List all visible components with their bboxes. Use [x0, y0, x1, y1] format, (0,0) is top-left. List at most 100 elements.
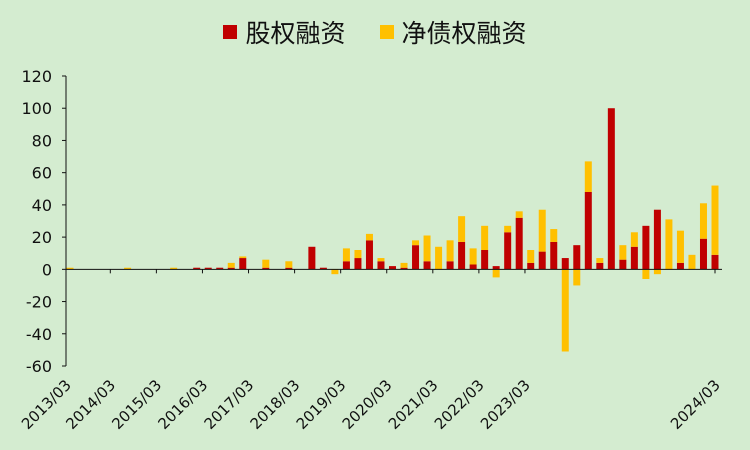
bar-debt: [550, 229, 558, 242]
x-tick-label: 2020/03: [339, 376, 396, 433]
bar-equity: [561, 258, 569, 270]
bar-equity: [550, 241, 558, 270]
bar-debt: [412, 240, 420, 246]
bar-debt: [262, 259, 270, 268]
bar-debt: [285, 261, 293, 268]
x-tick-label: 2015/03: [108, 376, 165, 433]
bar-debt: [331, 269, 339, 275]
bar-debt: [584, 161, 592, 192]
bar-debt: [492, 269, 500, 278]
bar-debt: [538, 209, 546, 252]
bar-equity: [377, 261, 385, 270]
y-tick-label: -40: [26, 325, 52, 344]
bar-equity: [423, 261, 431, 270]
bar-equity: [596, 262, 604, 270]
bar-debt: [377, 258, 385, 262]
bar-equity: [204, 267, 212, 270]
bar-equity: [262, 267, 270, 270]
bar-equity: [458, 241, 466, 270]
x-tick-label: 2014/03: [62, 376, 119, 433]
x-tick-label: 2022/03: [431, 376, 488, 433]
y-tick-label: -60: [26, 357, 52, 376]
bar-debt: [665, 219, 673, 270]
bar-equity: [285, 267, 293, 270]
bar-debt: [711, 185, 719, 255]
bar-debt: [642, 269, 650, 279]
bar-equity: [607, 108, 615, 270]
bar-equity: [342, 261, 350, 270]
bar-debt: [469, 248, 477, 265]
bar-debt: [342, 248, 350, 262]
x-tick-label: 2024/03: [667, 376, 724, 433]
bar-equity: [400, 267, 408, 270]
x-tick-label: 2023/03: [477, 376, 534, 433]
bar-equity: [481, 250, 489, 270]
bar-debt: [400, 262, 408, 268]
x-tick-label: 2017/03: [201, 376, 258, 433]
bar-equity: [584, 192, 592, 270]
legend-item-equity: 股权融资: [223, 14, 346, 50]
bar-equity: [239, 258, 247, 270]
bar-debt: [699, 203, 707, 239]
bar-equity: [619, 259, 627, 270]
bar-equity: [538, 251, 546, 270]
bar-debt: [515, 211, 523, 218]
bar-equity: [469, 264, 477, 270]
bar-debt: [688, 254, 696, 270]
legend-swatch-debt: [379, 25, 394, 39]
bar-debt: [630, 232, 638, 247]
bar-debt: [481, 225, 489, 250]
bar-equity: [446, 261, 454, 270]
bar-equity: [642, 225, 650, 270]
bar-debt: [573, 269, 581, 286]
bar-equity: [308, 246, 316, 270]
bar-equity: [365, 240, 373, 270]
bar-equity: [515, 217, 523, 270]
bar-equity: [711, 254, 719, 270]
bar-debt: [435, 246, 443, 270]
bar-debt: [227, 262, 235, 268]
bar-equity: [492, 266, 500, 270]
y-tick-label: 20: [32, 228, 52, 247]
y-tick-label: 100: [21, 99, 52, 118]
bar-debt: [504, 225, 512, 233]
x-tick-label: 2018/03: [247, 376, 304, 433]
bar-equity: [319, 267, 327, 270]
legend: 股权融资 净债权融资: [0, 14, 750, 50]
bar-debt: [619, 245, 627, 260]
bar-equity: [653, 209, 661, 270]
y-tick-label: 120: [21, 67, 52, 86]
y-tick-label: -20: [26, 293, 52, 312]
y-tick-label: 60: [32, 164, 52, 183]
bar-equity: [216, 267, 224, 270]
bar-debt: [66, 267, 74, 270]
bar-equity: [630, 246, 638, 270]
bar-debt: [458, 216, 466, 242]
bar-debt: [239, 256, 247, 259]
bar-equity: [412, 245, 420, 270]
x-tick-label: 2016/03: [154, 376, 211, 433]
bar-debt: [653, 269, 661, 275]
bar-equity: [354, 258, 362, 270]
bar-debt: [354, 250, 362, 259]
legend-label-equity: 股权融资: [245, 19, 346, 48]
bar-debt: [423, 235, 431, 262]
bar-equity: [193, 267, 201, 270]
bar-equity: [676, 262, 684, 270]
bar-equity: [527, 262, 535, 270]
bar-equity: [699, 238, 707, 270]
y-tick-label: 0: [42, 260, 52, 279]
bar-debt: [446, 240, 454, 262]
bar-debt: [365, 233, 373, 241]
y-tick-label: 40: [32, 196, 52, 215]
bar-debt: [596, 258, 604, 263]
legend-swatch-equity: [223, 25, 238, 39]
x-tick-label: 2021/03: [385, 376, 442, 433]
bar-debt: [527, 250, 535, 263]
bar-debt: [124, 267, 132, 270]
bar-debt: [561, 269, 569, 352]
bar-debt: [676, 230, 684, 263]
bar-equity: [573, 245, 581, 270]
